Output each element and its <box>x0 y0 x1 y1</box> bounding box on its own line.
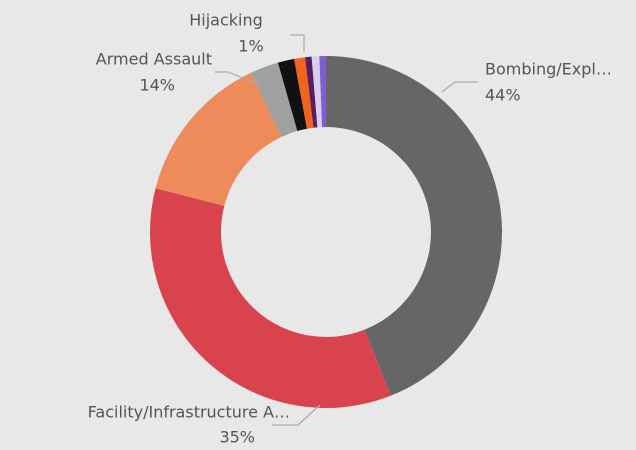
donut-slice <box>305 56 318 128</box>
slice-label: Armed Assault <box>96 50 212 69</box>
donut-slice <box>311 56 323 128</box>
donut-slice <box>251 62 298 137</box>
slice-label: Facility/Infrastructure A… <box>88 403 290 422</box>
slice-value-label: 1% <box>238 37 263 56</box>
slice-label: Bombing/Expl… <box>485 60 612 79</box>
leader-line <box>441 81 478 93</box>
donut-slice <box>294 57 314 129</box>
slice-value-label: 14% <box>139 76 175 95</box>
donut-slice <box>319 56 326 128</box>
slice-label: Hijacking <box>189 11 263 30</box>
donut-slice <box>326 56 503 396</box>
donut-slice <box>277 58 307 131</box>
slice-value-label: 35% <box>219 428 255 447</box>
leader-line <box>215 71 261 86</box>
leader-line <box>272 404 321 426</box>
donut-slice <box>150 188 391 409</box>
donut-slice <box>155 72 282 206</box>
leader-line <box>290 34 305 52</box>
slice-value-label: 44% <box>485 86 521 105</box>
